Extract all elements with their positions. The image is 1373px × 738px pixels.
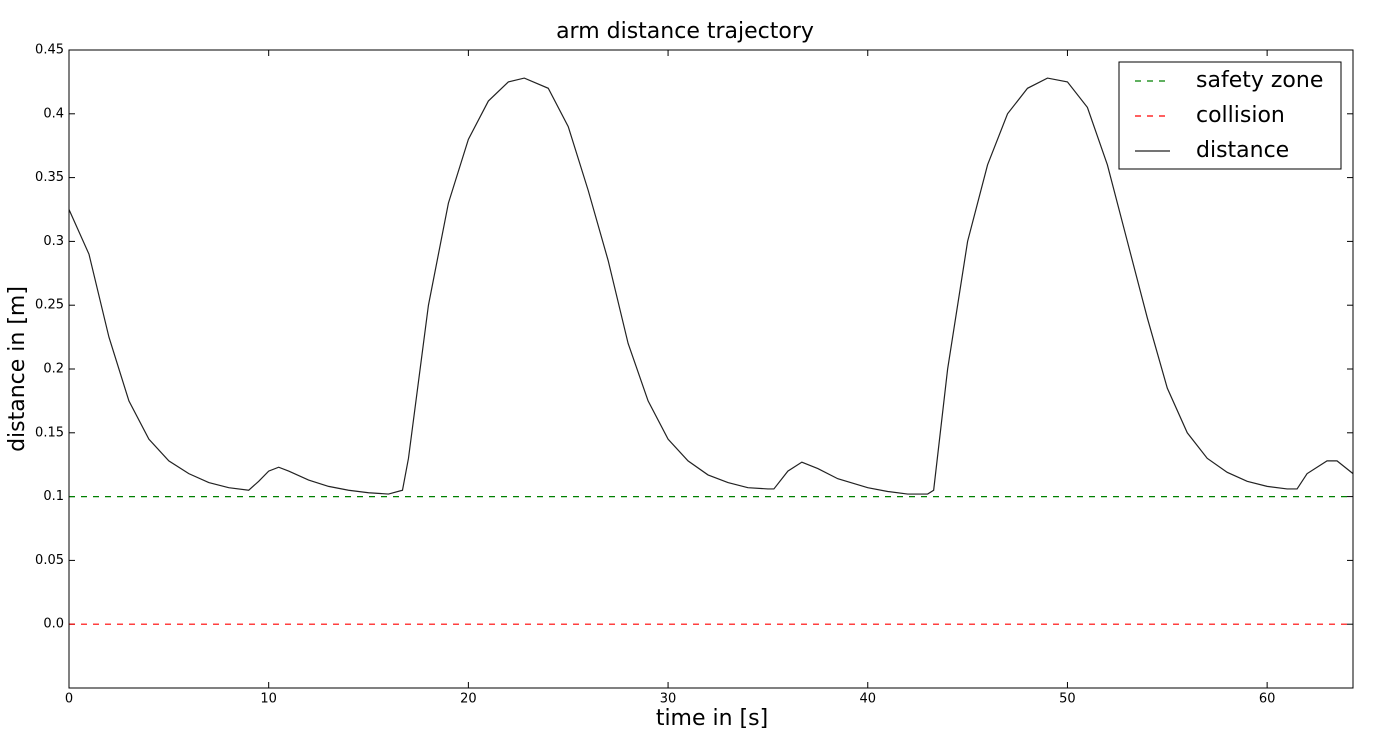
y-tick-label: 0.45 [35,43,64,58]
y-tick-label: 0.3 [43,234,64,249]
x-tick-label: 30 [660,692,677,707]
y-tick-label: 0.25 [35,298,64,313]
legend-label: collision [1196,103,1285,128]
x-tick-label: 0 [65,692,73,707]
y-tick-label: 0.0 [43,617,64,632]
x-axis-label: time in [s] [656,706,768,731]
x-tick-label: 40 [859,692,876,707]
x-tick-label: 20 [460,692,477,707]
legend-label: distance [1196,138,1289,163]
y-tick-label: 0.15 [35,425,64,440]
y-tick-label: 0.1 [43,489,64,504]
y-tick-label: 0.05 [35,553,64,568]
x-tick-label: 60 [1259,692,1276,707]
y-tick-label: 0.2 [43,362,64,377]
x-tick-label: 10 [260,692,277,707]
plot-frame [68,49,1354,689]
x-tick-label: 50 [1059,692,1076,707]
y-tick-label: 0.35 [35,170,64,185]
chart-title: arm distance trajectory [556,19,814,44]
series-line [68,77,1354,495]
y-tick-label: 0.4 [43,106,64,121]
legend-label: safety zone [1196,68,1323,93]
y-axis-label: distance in [m] [5,286,30,452]
